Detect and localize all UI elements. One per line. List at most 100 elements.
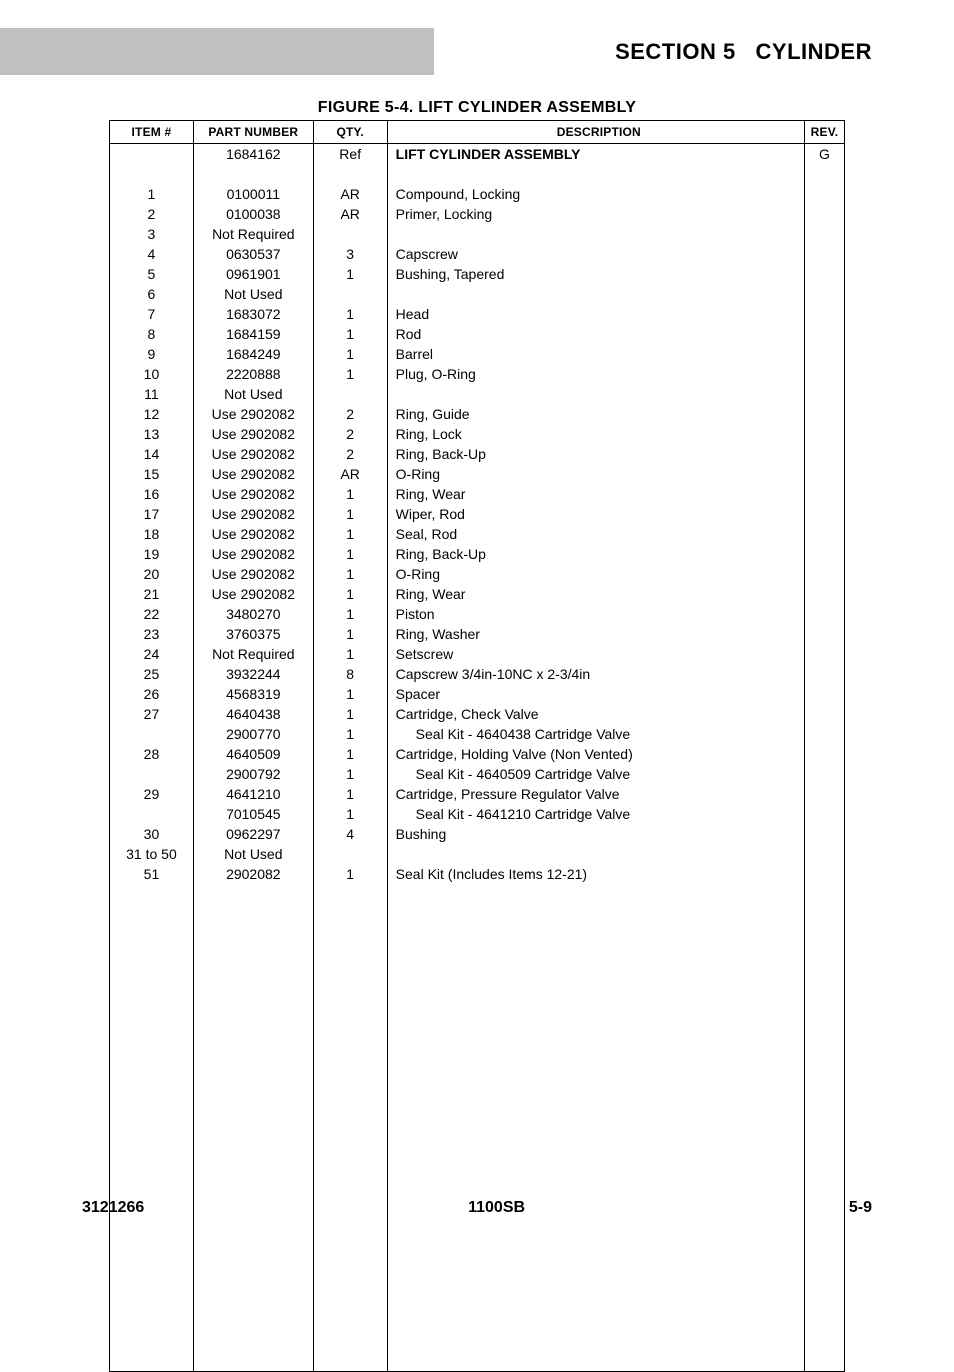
col-header-item: ITEM # [110,121,194,144]
cell-rev [804,384,844,404]
cell-desc: Rod [387,324,804,344]
cell-rev: G [804,144,844,165]
cell-desc: Capscrew [387,244,804,264]
cell-rev [804,224,844,244]
cell-qty [313,384,387,404]
cell-rev [804,284,844,304]
table-row: 509619011Bushing, Tapered [110,264,845,284]
cell-desc: Ring, Wear [387,584,804,604]
cell-part: 4568319 [193,684,313,704]
page: SECTION 5 CYLINDER FIGURE 5-4. LIFT CYLI… [0,0,954,1235]
cell-rev [804,564,844,584]
cell-item: 21 [110,584,194,604]
table-row: 31 to 50Not Used [110,844,845,864]
cell-desc: Compound, Locking [387,184,804,204]
cell-qty: 1 [313,784,387,804]
cell-qty: 1 [313,264,387,284]
cell-item: 6 [110,284,194,304]
cell-rev [804,544,844,564]
cell-desc: Cartridge, Holding Valve (Non Vented) [387,744,804,764]
cell-rev [804,504,844,524]
table-row: 2946412101Cartridge, Pressure Regulator … [110,784,845,804]
cell-rev [804,524,844,544]
cell-item: 20 [110,564,194,584]
cell-item [110,884,194,1371]
table-row: 3009622974Bushing [110,824,845,844]
cell-part: Not Used [193,844,313,864]
table-row [110,884,845,1371]
cell-part: 0100011 [193,184,313,204]
cell-rev [804,744,844,764]
cell-desc: LIFT CYLINDER ASSEMBLY [387,144,804,165]
cell-desc [387,384,804,404]
cell-item: 5 [110,264,194,284]
cell-desc: Ring, Lock [387,424,804,444]
cell-item: 22 [110,604,194,624]
section-label: SECTION 5 [615,39,736,65]
cell-item: 31 to 50 [110,844,194,864]
cell-part: 2902082 [193,864,313,884]
table-row: 29007921Seal Kit - 4640509 Cartridge Val… [110,764,845,784]
cell-part: 1683072 [193,304,313,324]
table-row: 2645683191Spacer [110,684,845,704]
col-header-desc: DESCRIPTION [387,121,804,144]
table-row: 5129020821Seal Kit (Includes Items 12-21… [110,864,845,884]
table-row: 2234802701Piston [110,604,845,624]
cell-desc: Ring, Wear [387,484,804,504]
table-row: 2846405091Cartridge, Holding Valve (Non … [110,744,845,764]
cell-part: Not Used [193,384,313,404]
cell-desc [387,844,804,864]
cell-qty [313,284,387,304]
cell-part [193,884,313,1371]
cell-rev [804,704,844,724]
footer-right: 5-9 [849,1199,872,1217]
cell-part: Use 2902082 [193,424,313,444]
cell-item: 19 [110,544,194,564]
cell-rev [804,604,844,624]
cell-part: 0961901 [193,264,313,284]
cell-part: 2900792 [193,764,313,784]
figure-caption: FIGURE 5-4. LIFT CYLINDER ASSEMBLY [0,99,954,117]
cell-rev [804,404,844,424]
cell-qty: 1 [313,324,387,344]
cell-rev [804,884,844,1371]
cell-item [110,724,194,744]
cell-item: 29 [110,784,194,804]
cell-rev [804,324,844,344]
table-row: 17Use 29020821Wiper, Rod [110,504,845,524]
cell-desc: Seal Kit - 4641210 Cartridge Valve [387,804,804,824]
cell-item: 28 [110,744,194,764]
cell-item [110,164,194,184]
cell-part: 1684162 [193,144,313,165]
cell-desc [387,884,804,1371]
footer-center: 1100SB [468,1199,525,1217]
cell-desc [387,284,804,304]
cell-rev [804,484,844,504]
cell-rev [804,184,844,204]
cell-item: 24 [110,644,194,664]
cell-desc: Ring, Washer [387,624,804,644]
cell-desc: Ring, Back-Up [387,444,804,464]
cell-item: 26 [110,684,194,704]
cell-qty: 4 [313,824,387,844]
table-row: 14Use 29020822Ring, Back-Up [110,444,845,464]
cell-desc: Seal Kit (Includes Items 12-21) [387,864,804,884]
cell-qty: 1 [313,644,387,664]
cell-qty: 1 [313,864,387,884]
cell-qty: AR [313,204,387,224]
cell-item: 17 [110,504,194,524]
cell-desc: Bushing [387,824,804,844]
cell-rev [804,764,844,784]
cell-qty: 1 [313,544,387,564]
cell-item: 3 [110,224,194,244]
cell-part: 3932244 [193,664,313,684]
cell-item: 51 [110,864,194,884]
cell-item: 23 [110,624,194,644]
cell-qty: 1 [313,624,387,644]
cell-desc: Ring, Back-Up [387,544,804,564]
table-row: 1022208881Plug, O-Ring [110,364,845,384]
table-body: 1684162RefLIFT CYLINDER ASSEMBLYG1010001… [110,144,845,1372]
cell-rev [804,304,844,324]
cell-part: 3760375 [193,624,313,644]
cell-part: Use 2902082 [193,564,313,584]
